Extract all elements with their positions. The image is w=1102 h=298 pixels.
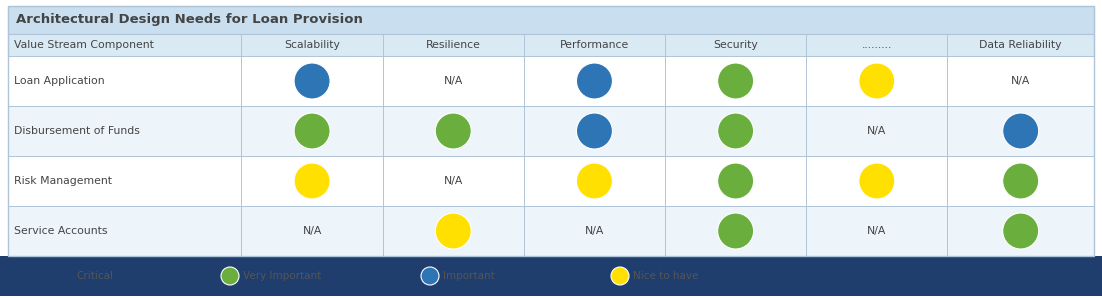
Text: Loan Application: Loan Application <box>14 76 105 86</box>
Ellipse shape <box>435 113 472 149</box>
Ellipse shape <box>222 267 239 285</box>
Bar <box>8 206 1094 256</box>
Bar <box>0 256 1102 296</box>
Bar <box>8 56 1094 106</box>
Ellipse shape <box>1003 113 1039 149</box>
Ellipse shape <box>858 163 895 199</box>
Ellipse shape <box>576 113 613 149</box>
Text: N/A: N/A <box>444 176 463 186</box>
Text: Security: Security <box>713 40 758 50</box>
Text: Important: Important <box>443 271 495 281</box>
Ellipse shape <box>717 63 754 99</box>
Text: N/A: N/A <box>585 226 604 236</box>
Bar <box>8 156 1094 206</box>
Text: Performance: Performance <box>560 40 629 50</box>
Ellipse shape <box>717 213 754 249</box>
Text: Value Stream Component: Value Stream Component <box>14 40 154 50</box>
Ellipse shape <box>576 63 613 99</box>
Text: Critical: Critical <box>76 271 114 281</box>
Ellipse shape <box>294 163 331 199</box>
Bar <box>8 34 1094 56</box>
Text: Architectural Design Needs for Loan Provision: Architectural Design Needs for Loan Prov… <box>17 13 363 27</box>
Text: Nice to have: Nice to have <box>633 271 699 281</box>
Text: Resilience: Resilience <box>425 40 480 50</box>
Text: Service Accounts: Service Accounts <box>14 226 108 236</box>
Ellipse shape <box>1003 163 1039 199</box>
Text: Disbursement of Funds: Disbursement of Funds <box>14 126 140 136</box>
Text: .........: ......... <box>862 40 892 50</box>
Text: N/A: N/A <box>867 226 886 236</box>
Ellipse shape <box>435 213 472 249</box>
Ellipse shape <box>421 267 439 285</box>
Ellipse shape <box>294 113 331 149</box>
Ellipse shape <box>576 163 613 199</box>
Text: Scalability: Scalability <box>284 40 341 50</box>
Text: N/A: N/A <box>867 126 886 136</box>
Ellipse shape <box>717 163 754 199</box>
Ellipse shape <box>1003 213 1039 249</box>
Text: Data Reliability: Data Reliability <box>980 40 1062 50</box>
Text: N/A: N/A <box>444 76 463 86</box>
Ellipse shape <box>717 113 754 149</box>
Ellipse shape <box>611 267 629 285</box>
Text: Very Important: Very Important <box>244 271 322 281</box>
Ellipse shape <box>294 63 331 99</box>
Text: N/A: N/A <box>1011 76 1030 86</box>
Text: N/A: N/A <box>302 226 322 236</box>
Bar <box>8 6 1094 34</box>
Text: Risk Management: Risk Management <box>14 176 112 186</box>
Ellipse shape <box>858 63 895 99</box>
Bar <box>8 6 1094 256</box>
Bar <box>8 106 1094 156</box>
